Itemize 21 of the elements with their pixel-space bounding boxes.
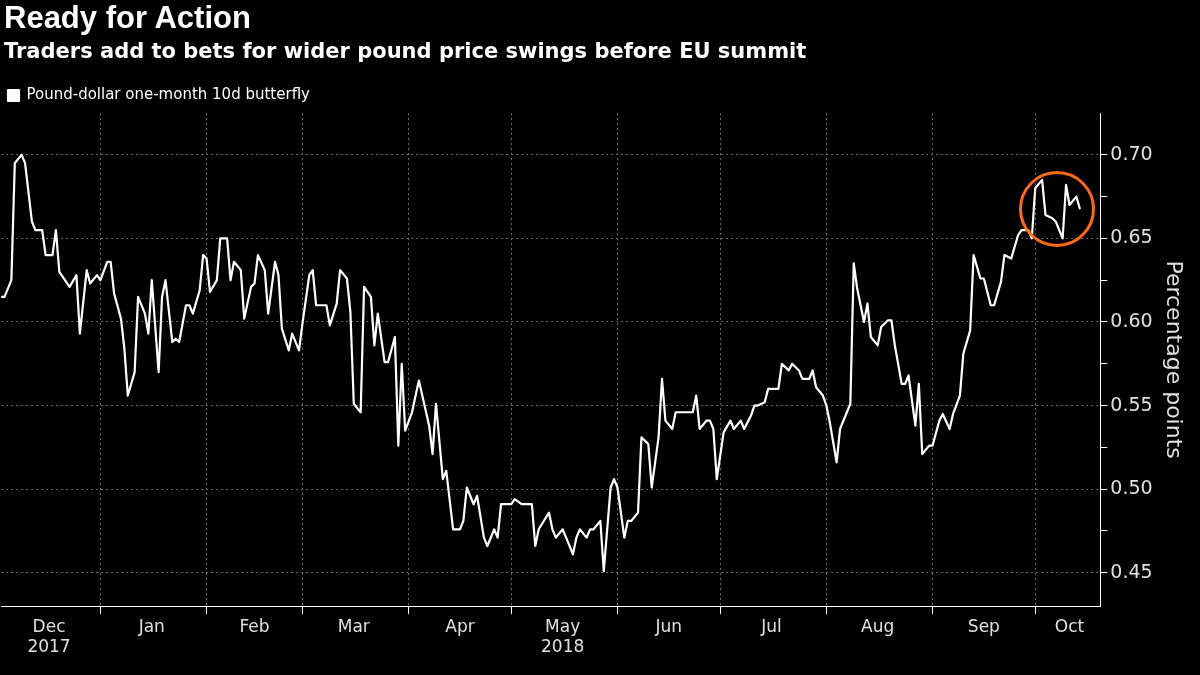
chart-subtitle: Traders add to bets for wider pound price swings before EU summit [3,38,808,65]
x-tick-label: Feb [239,615,270,636]
x-tick-label: Sep [967,615,1000,636]
x-tick-label: Dec 2017 [27,615,71,657]
x-tick-label: Jul [760,615,782,636]
x-tick-label: Jan [137,615,165,636]
y-tick-label: 0.55 [1110,392,1153,415]
x-tick-label: Jun [654,615,683,636]
x-tick-label: Aug [861,615,895,636]
x-tick-label: Apr [445,615,475,636]
x-tick-label: Mar [337,615,370,636]
x-tick-label: Oct [1054,615,1085,636]
y-tick-label: 0.70 [1110,141,1153,164]
legend-label: Pound-dollar one-month 10d butterfly [26,85,311,104]
y-tick-label: 0.60 [1110,308,1153,331]
y-tick-label: 0.65 [1110,225,1153,248]
y-axis-title: Percentage points [1162,260,1188,459]
x-tick-label: May 2018 [541,615,585,657]
y-tick-label: 0.50 [1110,476,1153,499]
chart-title: Ready for Action [3,0,252,36]
y-tick-label: 0.45 [1110,559,1153,582]
